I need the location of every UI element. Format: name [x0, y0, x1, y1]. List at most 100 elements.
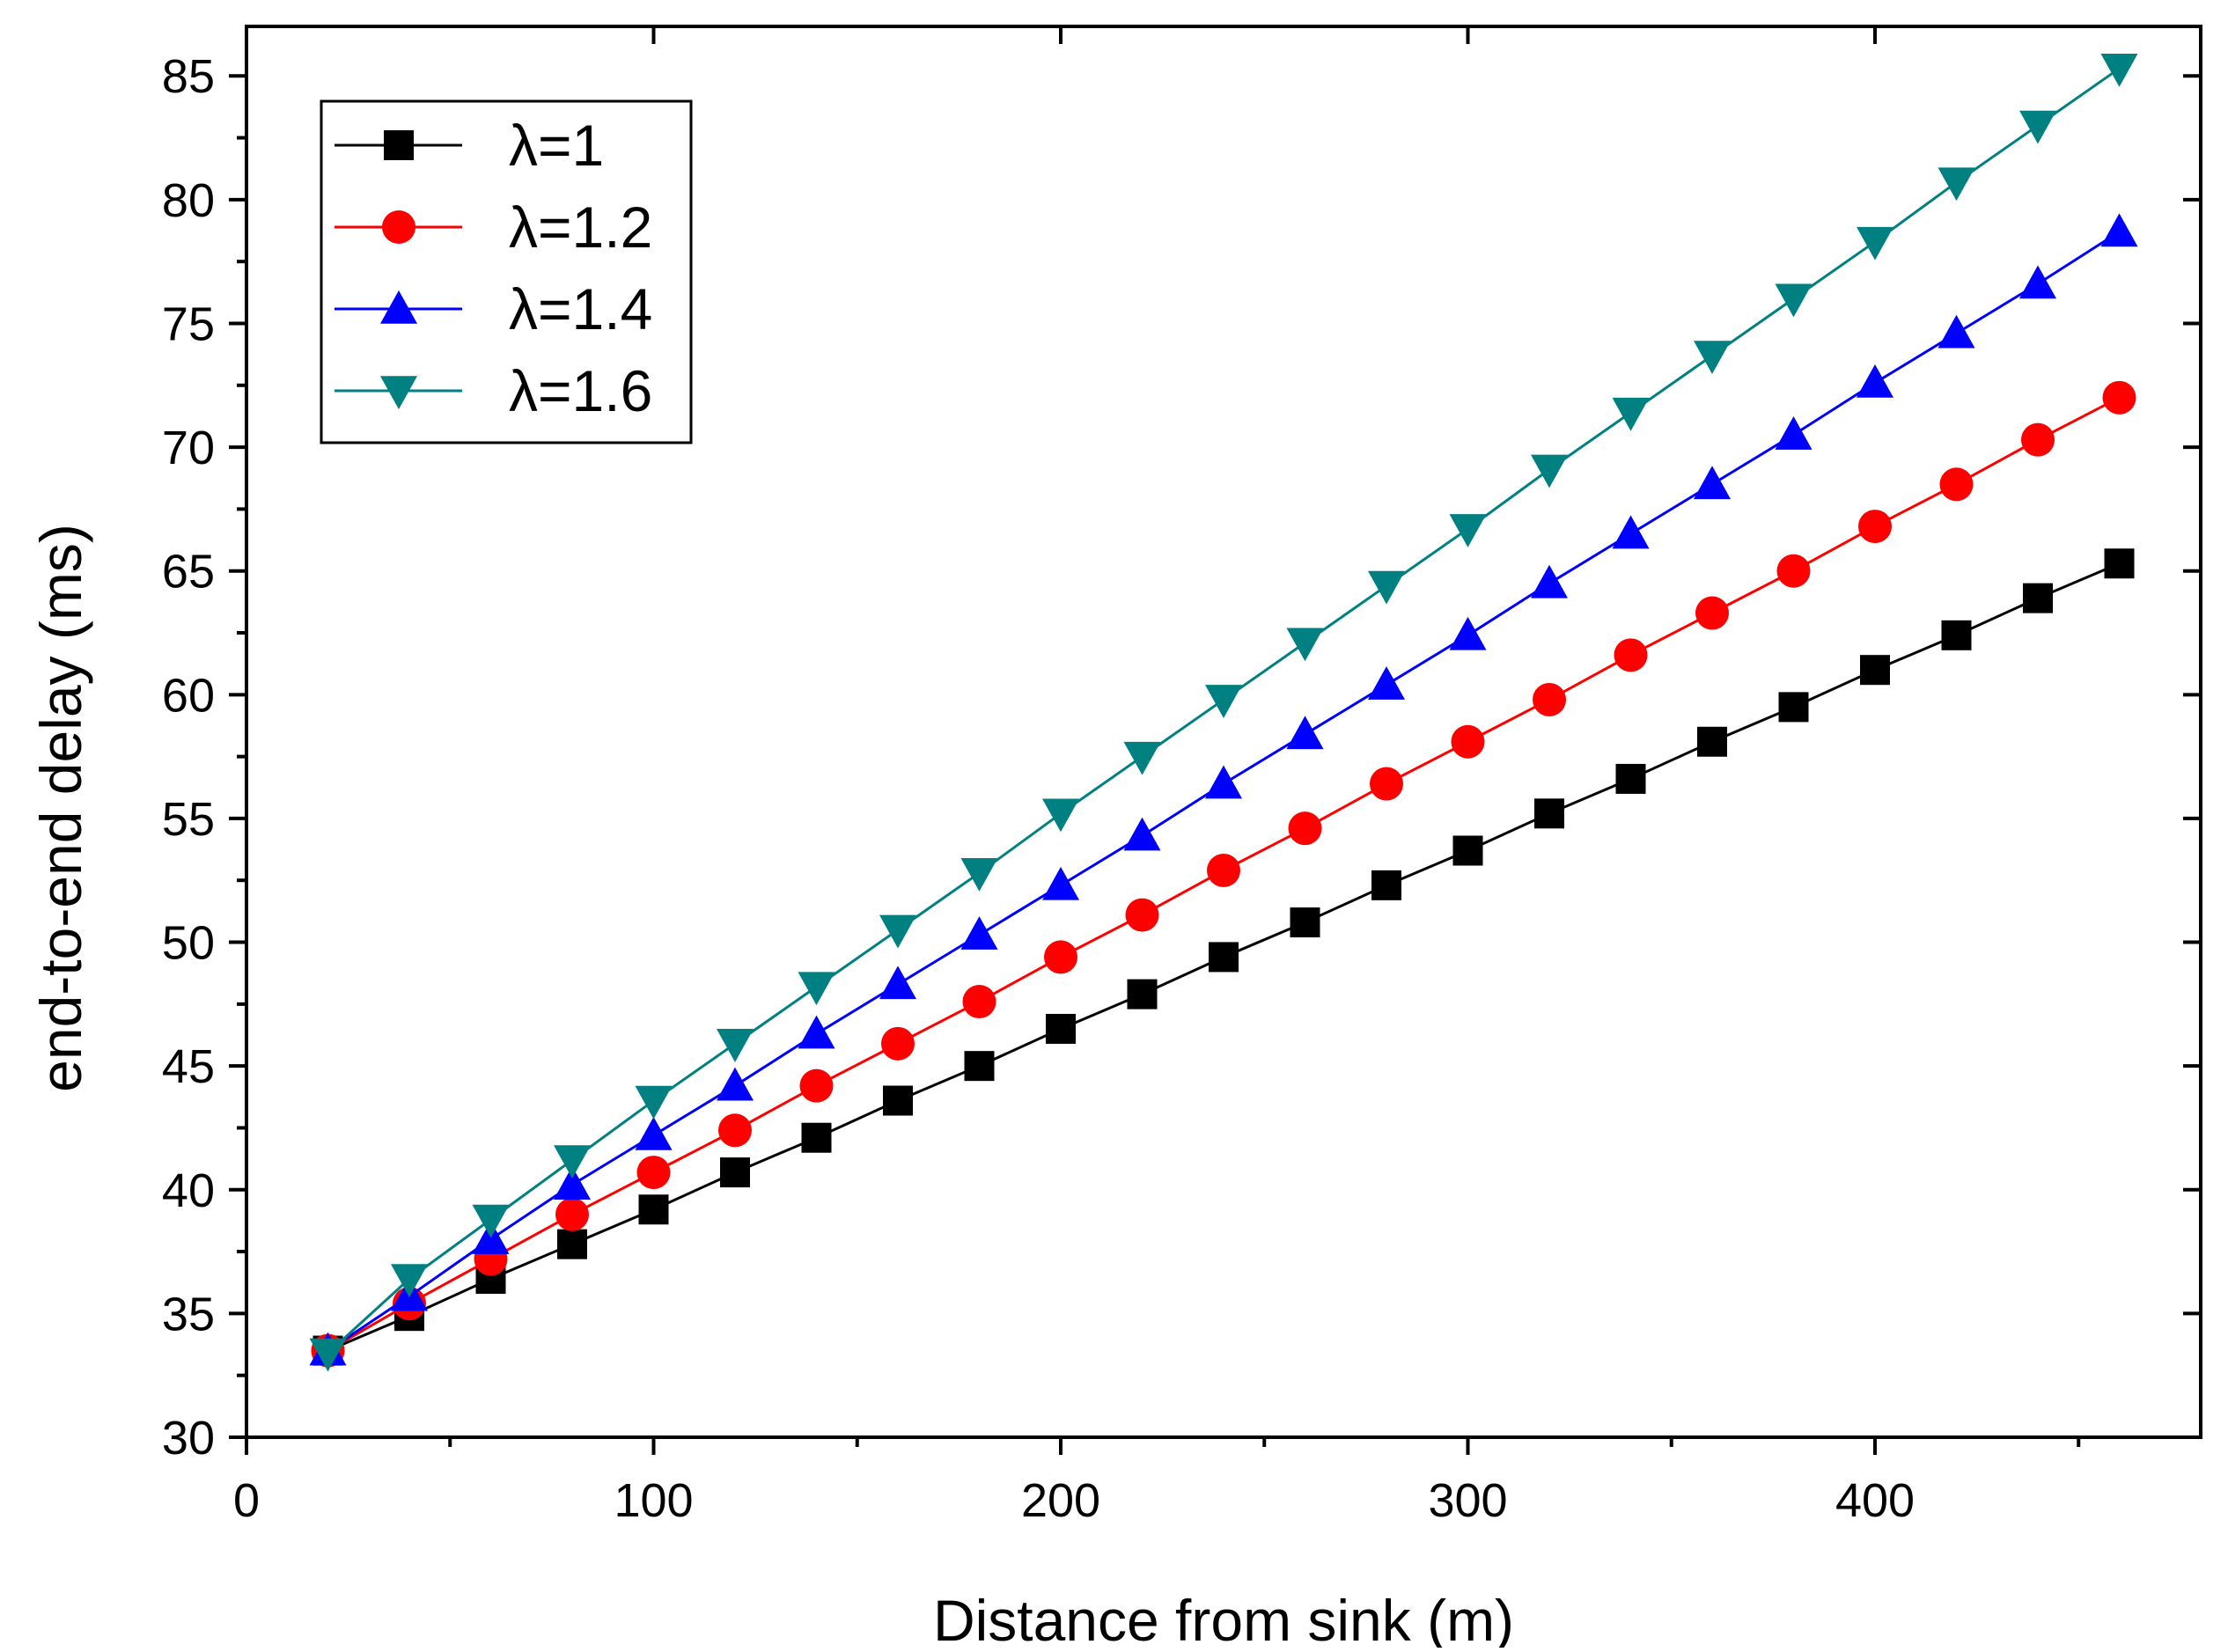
data-point: [1941, 620, 1972, 650]
y-tick-label: 65: [162, 546, 215, 598]
data-point: [720, 1157, 750, 1188]
data-point: [1775, 283, 1813, 318]
legend-entry-4: λ=1.6: [335, 358, 652, 423]
data-point: [799, 1068, 834, 1103]
legend-entry-2: λ=1.2: [335, 195, 652, 260]
legend-label: λ=1.2: [509, 195, 652, 260]
data-point: [2019, 110, 2056, 144]
data-point: [1288, 811, 1322, 846]
data-point: [1370, 767, 1403, 801]
data-point: [1694, 341, 1731, 375]
data-point: [1778, 692, 1809, 723]
data-point: [960, 858, 998, 892]
y-tick-label: 30: [162, 1412, 215, 1465]
y-tick-label: 80: [162, 174, 215, 227]
data-point: [1531, 454, 1568, 488]
data-point: [1857, 226, 1893, 261]
data-point: [1776, 554, 1811, 588]
data-point: [1449, 514, 1487, 547]
plot-frame: [245, 25, 2202, 1439]
y-tick-label: 60: [162, 669, 215, 722]
y-tick-label: 45: [162, 1040, 215, 1093]
data-point: [1612, 515, 1650, 549]
data-point: [1044, 940, 1077, 974]
legend-marker: [380, 290, 417, 324]
data-point: [1046, 1013, 1076, 1044]
data-point: [798, 972, 835, 1006]
data-point: [1452, 835, 1483, 866]
data-point: [2021, 422, 2055, 457]
series-4: [309, 54, 2138, 1372]
data-point: [1615, 763, 1646, 794]
legend-marker: [384, 130, 414, 160]
data-point: [557, 1229, 587, 1259]
data-point: [1858, 510, 1892, 544]
data-point: [1123, 741, 1161, 775]
data-point: [2100, 213, 2138, 247]
y-tick-label: 35: [162, 1288, 215, 1340]
y-tick-label: 75: [162, 297, 215, 350]
legend: λ=1 λ=1.2 λ=1.4 λ=1.6: [320, 99, 693, 444]
data-point: [1205, 685, 1242, 718]
data-point: [717, 1029, 754, 1062]
data-point: [1534, 798, 1564, 829]
y-axis-title: end-to-end delay (ms): [28, 524, 93, 1092]
legend-box: [320, 99, 693, 444]
data-point: [2100, 54, 2138, 87]
data-point: [1694, 466, 1731, 500]
data-point: [1123, 817, 1161, 851]
x-tick-label: 0: [233, 1474, 260, 1527]
legend-entry-3: λ=1.4: [335, 276, 652, 341]
data-point: [2019, 265, 2056, 299]
data-point: [717, 1067, 754, 1101]
data-point: [636, 1156, 671, 1190]
data-point: [879, 914, 916, 949]
data-point: [554, 1145, 591, 1179]
y-tick-label: 40: [162, 1164, 215, 1217]
data-point: [718, 1113, 752, 1148]
data-point: [1042, 798, 1079, 833]
data-point: [1612, 397, 1650, 431]
data-point: [881, 1026, 915, 1061]
data-point: [1938, 314, 1975, 349]
x-axis-title: Distance from sink (m): [933, 1588, 1514, 1648]
data-point: [635, 1116, 673, 1150]
data-point: [1860, 655, 1890, 686]
data-point: [1697, 726, 1727, 757]
data-point: [1209, 942, 1239, 973]
data-point: [1695, 596, 1729, 630]
data-point: [2023, 583, 2053, 613]
data-point: [1205, 765, 1242, 799]
data-point: [798, 1015, 835, 1049]
data-point: [964, 1051, 995, 1082]
data-point: [879, 966, 916, 1000]
x-tick-label: 400: [1835, 1474, 1915, 1527]
data-point: [1939, 467, 1974, 502]
data-point: [1614, 638, 1648, 672]
data-point: [960, 916, 998, 950]
data-point: [635, 1085, 673, 1120]
data-point: [1125, 898, 1159, 932]
series-3: [309, 213, 2138, 1366]
data-point: [1531, 564, 1568, 598]
data-point: [555, 1197, 589, 1231]
y-tick-label: 85: [162, 50, 215, 103]
axes: 0 100 200 300 400 30 35 40 45 50 55 60 65 70 75 80 85: [162, 25, 2202, 1527]
data-point: [1371, 870, 1401, 900]
data-point: [1290, 907, 1320, 938]
legend-marker: [382, 210, 415, 244]
data-point: [472, 1204, 510, 1238]
data-point: [1533, 682, 1566, 716]
data-point: [1451, 724, 1485, 759]
legend-entry-1: λ=1: [335, 113, 604, 178]
data-point: [309, 1338, 347, 1372]
data-point: [638, 1194, 669, 1225]
data-point: [801, 1122, 832, 1153]
data-point: [391, 1264, 428, 1298]
data-point: [2104, 548, 2135, 579]
x-tick-label: 200: [1021, 1474, 1100, 1527]
legend-label: λ=1.6: [509, 358, 652, 423]
data-point: [883, 1085, 913, 1116]
